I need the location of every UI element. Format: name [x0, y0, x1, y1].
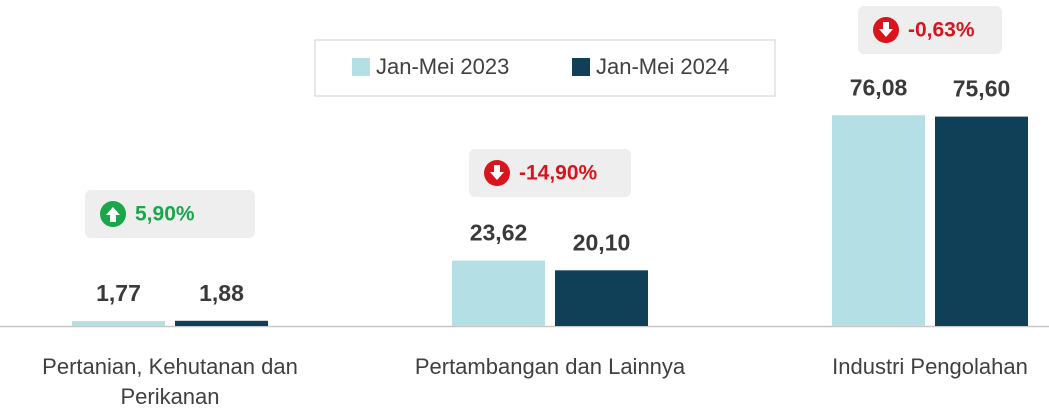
change-arrow — [490, 165, 504, 180]
change-arrow — [106, 207, 120, 222]
legend-box — [314, 39, 776, 97]
legend-swatch — [352, 58, 370, 76]
bar — [175, 320, 268, 326]
change-badge — [85, 190, 255, 238]
value-label: 1,88 — [199, 280, 244, 306]
change-badge — [469, 149, 631, 197]
change-label: 5,90% — [135, 203, 195, 226]
legend-label: Jan-Mei 2023 — [376, 54, 509, 79]
change-arrow — [879, 22, 893, 37]
value-label: 20,10 — [573, 229, 631, 255]
value-label: 76,08 — [850, 74, 908, 100]
bar — [555, 270, 648, 326]
bar — [72, 321, 165, 326]
legend-label: Jan-Mei 2024 — [596, 54, 729, 79]
change-label: -14,90% — [519, 162, 598, 185]
change-label: -0,63% — [908, 19, 975, 42]
change-badge — [858, 6, 1002, 54]
legend-swatch — [572, 58, 590, 76]
value-label: 1,77 — [96, 280, 141, 306]
bar — [935, 116, 1028, 326]
category-label: Pertambangan dan Lainnya — [415, 354, 686, 379]
bar — [832, 115, 925, 327]
bar — [452, 260, 545, 326]
category-label: Pertanian, Kehutanan dan Perikanan — [42, 354, 298, 409]
value-label: 23,62 — [470, 220, 528, 246]
category-label: Industri Pengolahan — [832, 354, 1028, 379]
value-label: 75,60 — [953, 76, 1011, 102]
